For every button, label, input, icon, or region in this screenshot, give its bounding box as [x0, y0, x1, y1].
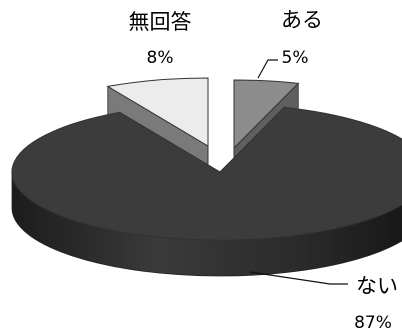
slice-value-nai: 87%	[354, 313, 392, 333]
slice-label-nai: ない	[356, 274, 398, 298]
slice-nai-top	[11, 106, 402, 241]
slice-label-aru: ある	[281, 8, 323, 32]
slice-value-muk: 8%	[147, 48, 174, 68]
slice-muk-top	[106, 77, 209, 147]
slice-label-muk: 無回答	[129, 10, 192, 34]
pie-slices	[11, 77, 402, 277]
leader-line-aru	[257, 59, 278, 79]
leader-line-nai	[249, 271, 348, 285]
slice-nai	[11, 106, 402, 277]
slice-aru-top	[233, 79, 300, 150]
slice-value-aru: 5%	[282, 48, 309, 68]
